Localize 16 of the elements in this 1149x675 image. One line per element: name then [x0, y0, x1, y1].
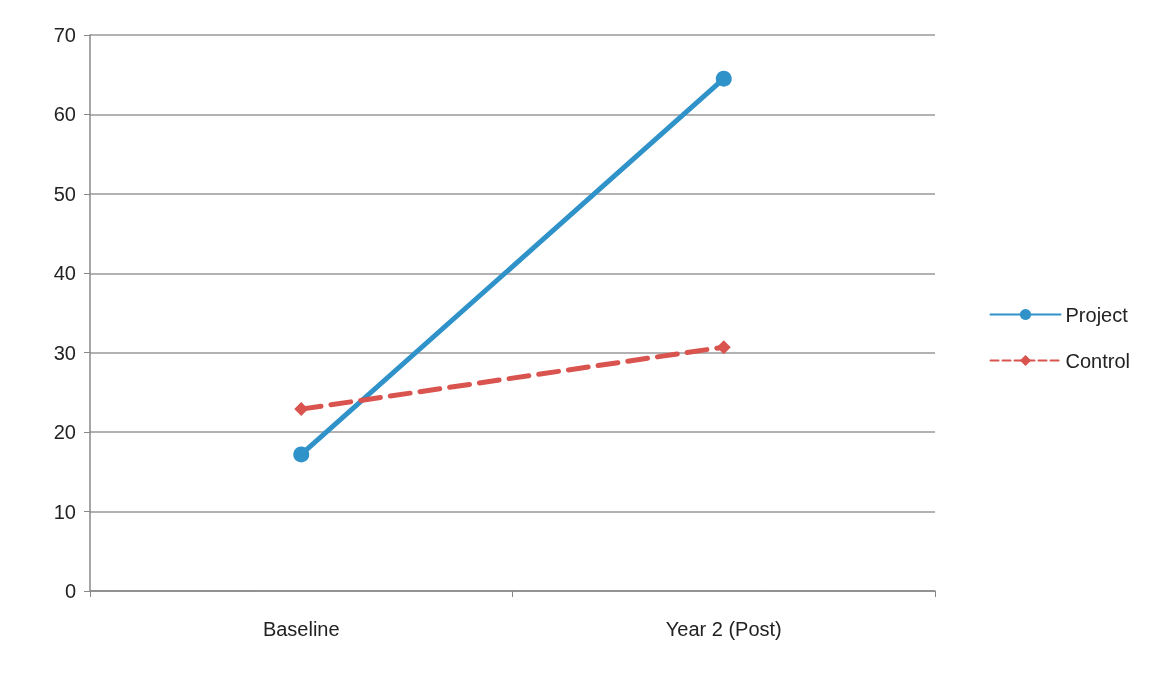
legend-label: Control: [1065, 349, 1131, 372]
legend-label: Project: [1065, 303, 1129, 326]
y-tick-label: 50: [53, 182, 76, 205]
y-tick-label: 70: [53, 24, 76, 46]
point: [294, 402, 309, 417]
x-tick-label: Baseline: [262, 618, 340, 640]
x-tick-label: Year 2 (Post): [665, 618, 782, 640]
y-tick-label: 10: [53, 500, 76, 523]
y-tick-label: 0: [64, 580, 76, 602]
point: [716, 340, 731, 355]
point: [293, 446, 310, 463]
y-tick-label: 60: [53, 103, 76, 126]
y-tick-label: 20: [53, 421, 76, 444]
y-tick-label: 30: [53, 341, 76, 364]
y-tick-label: 40: [53, 262, 76, 285]
point: [715, 70, 732, 87]
